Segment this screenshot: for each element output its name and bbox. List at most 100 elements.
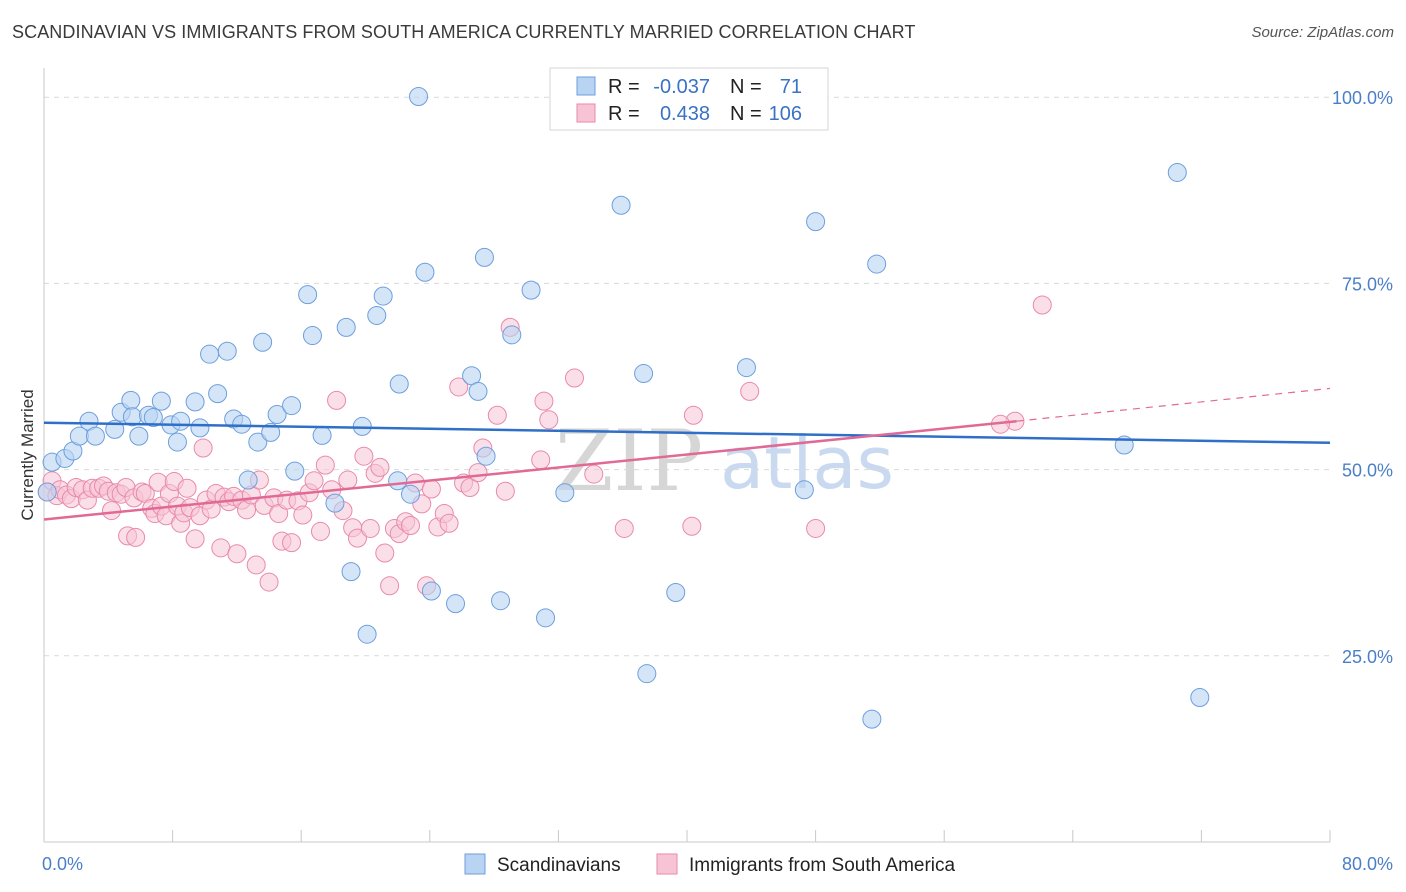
trend-line-scandinavians — [43, 421, 1331, 445]
south-america-point-34 — [185, 529, 205, 549]
trend-lines — [43, 387, 1331, 521]
x-tick-label-0: 0.0% — [42, 854, 83, 874]
south-america-point-48 — [246, 555, 266, 575]
x-tick-label-1: 80.0% — [1342, 854, 1393, 874]
scandinavian-point-17 — [171, 411, 191, 431]
south-america-point-88 — [460, 477, 480, 497]
south-america-point-73 — [375, 543, 395, 563]
scandinavian-point-6 — [85, 426, 105, 446]
south-america-point-56 — [282, 533, 302, 553]
scandinavian-point-19 — [190, 418, 210, 438]
south-america-point-86 — [449, 377, 469, 397]
scandinavian-point-39 — [357, 624, 377, 644]
scandinavian-point-14 — [151, 391, 171, 411]
bottom-legend-label-scandinavians: Scandinavians — [497, 855, 621, 876]
series-scandinavians-points — [37, 86, 1210, 729]
scandinavian-point-59 — [634, 364, 654, 384]
south-america-point-70 — [360, 518, 380, 538]
south-america-point-68 — [347, 528, 367, 548]
series-south-america-points — [37, 295, 1052, 596]
scandinavian-point-41 — [373, 286, 393, 306]
scandinavian-point-20 — [200, 344, 220, 364]
trend-line-south-america-extension — [1016, 387, 1331, 422]
scandinavian-point-54 — [502, 325, 522, 345]
series-legend: Scandinavians Immigrants from South Amer… — [464, 853, 956, 876]
scandinavian-point-35 — [325, 493, 345, 513]
bottom-legend-swatch-scandinavians — [464, 853, 486, 875]
legend-r-label-1: R = — [608, 76, 640, 98]
scandinavian-point-63 — [794, 480, 814, 500]
scandinavian-point-55 — [521, 280, 541, 300]
bottom-legend-label-south-america: Immigrants from South America — [689, 855, 956, 876]
y-tick-label-1: 50.0% — [1342, 461, 1393, 481]
legend-n-label-1: N = — [730, 76, 762, 98]
legend-n-value-2: 106 — [769, 103, 802, 125]
south-america-point-91 — [487, 405, 507, 425]
scandinavian-point-36 — [336, 317, 356, 337]
south-america-point-64 — [327, 390, 347, 410]
south-america-point-101 — [683, 405, 703, 425]
scandinavian-point-40 — [367, 305, 387, 325]
scandinavian-point-66 — [867, 254, 887, 274]
scandinavian-point-13 — [143, 407, 163, 427]
scandinavian-point-34 — [312, 425, 332, 445]
south-america-point-82 — [421, 479, 441, 499]
scandinavian-point-64 — [806, 212, 826, 232]
axes — [43, 68, 1331, 843]
scandinavian-point-51 — [474, 247, 494, 267]
scandinavian-point-69 — [1190, 688, 1210, 708]
scandinavian-point-28 — [261, 422, 281, 442]
legend-n-value-1: 71 — [780, 76, 802, 98]
y-tick-labels: 25.0% 50.0% 75.0% 100.0% — [1332, 88, 1393, 667]
legend-r-value-1: -0.037 — [653, 76, 710, 98]
scandinavian-point-50 — [468, 381, 488, 401]
scandinavian-point-43 — [389, 374, 409, 394]
south-america-point-60 — [304, 471, 324, 491]
scandinavian-point-29 — [267, 405, 287, 425]
y-tick-label-0: 25.0% — [1342, 647, 1393, 667]
chart-title: SCANDINAVIAN VS IMMIGRANTS FROM SOUTH AM… — [12, 22, 916, 42]
south-america-point-100 — [682, 516, 702, 536]
grid-lines — [44, 96, 1330, 657]
south-america-point-97 — [564, 368, 584, 388]
scandinavian-point-42 — [388, 471, 408, 491]
south-america-point-36 — [193, 438, 213, 458]
scandinavian-point-32 — [298, 285, 318, 305]
y-tick-label-2: 75.0% — [1342, 274, 1393, 294]
scandinavian-point-37 — [341, 562, 361, 582]
scandinavian-point-47 — [421, 581, 441, 601]
south-america-point-44 — [227, 544, 247, 564]
scandinavian-point-44 — [401, 484, 421, 504]
scandinavian-point-9 — [121, 390, 141, 410]
scandinavian-point-31 — [285, 461, 305, 481]
scandinavian-point-16 — [167, 432, 187, 452]
source-label: Source: ZipAtlas.com — [1251, 24, 1394, 41]
south-america-point-99 — [614, 518, 634, 538]
south-america-point-78 — [401, 515, 421, 535]
scandinavian-point-60 — [637, 664, 657, 684]
scandinavian-point-18 — [185, 392, 205, 412]
scandinavian-point-61 — [666, 583, 686, 603]
south-america-point-106 — [1032, 295, 1052, 315]
scandinavian-point-26 — [248, 432, 268, 452]
scandinavian-point-22 — [217, 341, 237, 361]
scandinavian-point-0 — [37, 482, 57, 502]
south-america-point-102 — [740, 381, 760, 401]
bottom-legend-swatch-south-america — [656, 853, 678, 875]
south-america-point-58 — [293, 505, 313, 525]
south-america-point-85 — [439, 513, 459, 533]
y-axis-label: Currently Married — [18, 389, 37, 520]
south-america-point-66 — [338, 470, 358, 490]
south-america-point-19 — [126, 527, 146, 547]
legend-swatch-scandinavians — [576, 76, 596, 96]
scandinavian-point-56 — [536, 608, 556, 628]
legend-r-value-2: 0.438 — [660, 103, 710, 125]
south-america-point-40 — [211, 538, 231, 558]
south-america-point-95 — [534, 391, 554, 411]
scandinavian-point-27 — [253, 332, 273, 352]
south-america-point-96 — [539, 410, 559, 430]
scandinavian-point-48 — [446, 594, 466, 614]
south-america-point-51 — [259, 572, 279, 592]
scandinavian-point-21 — [208, 384, 228, 404]
